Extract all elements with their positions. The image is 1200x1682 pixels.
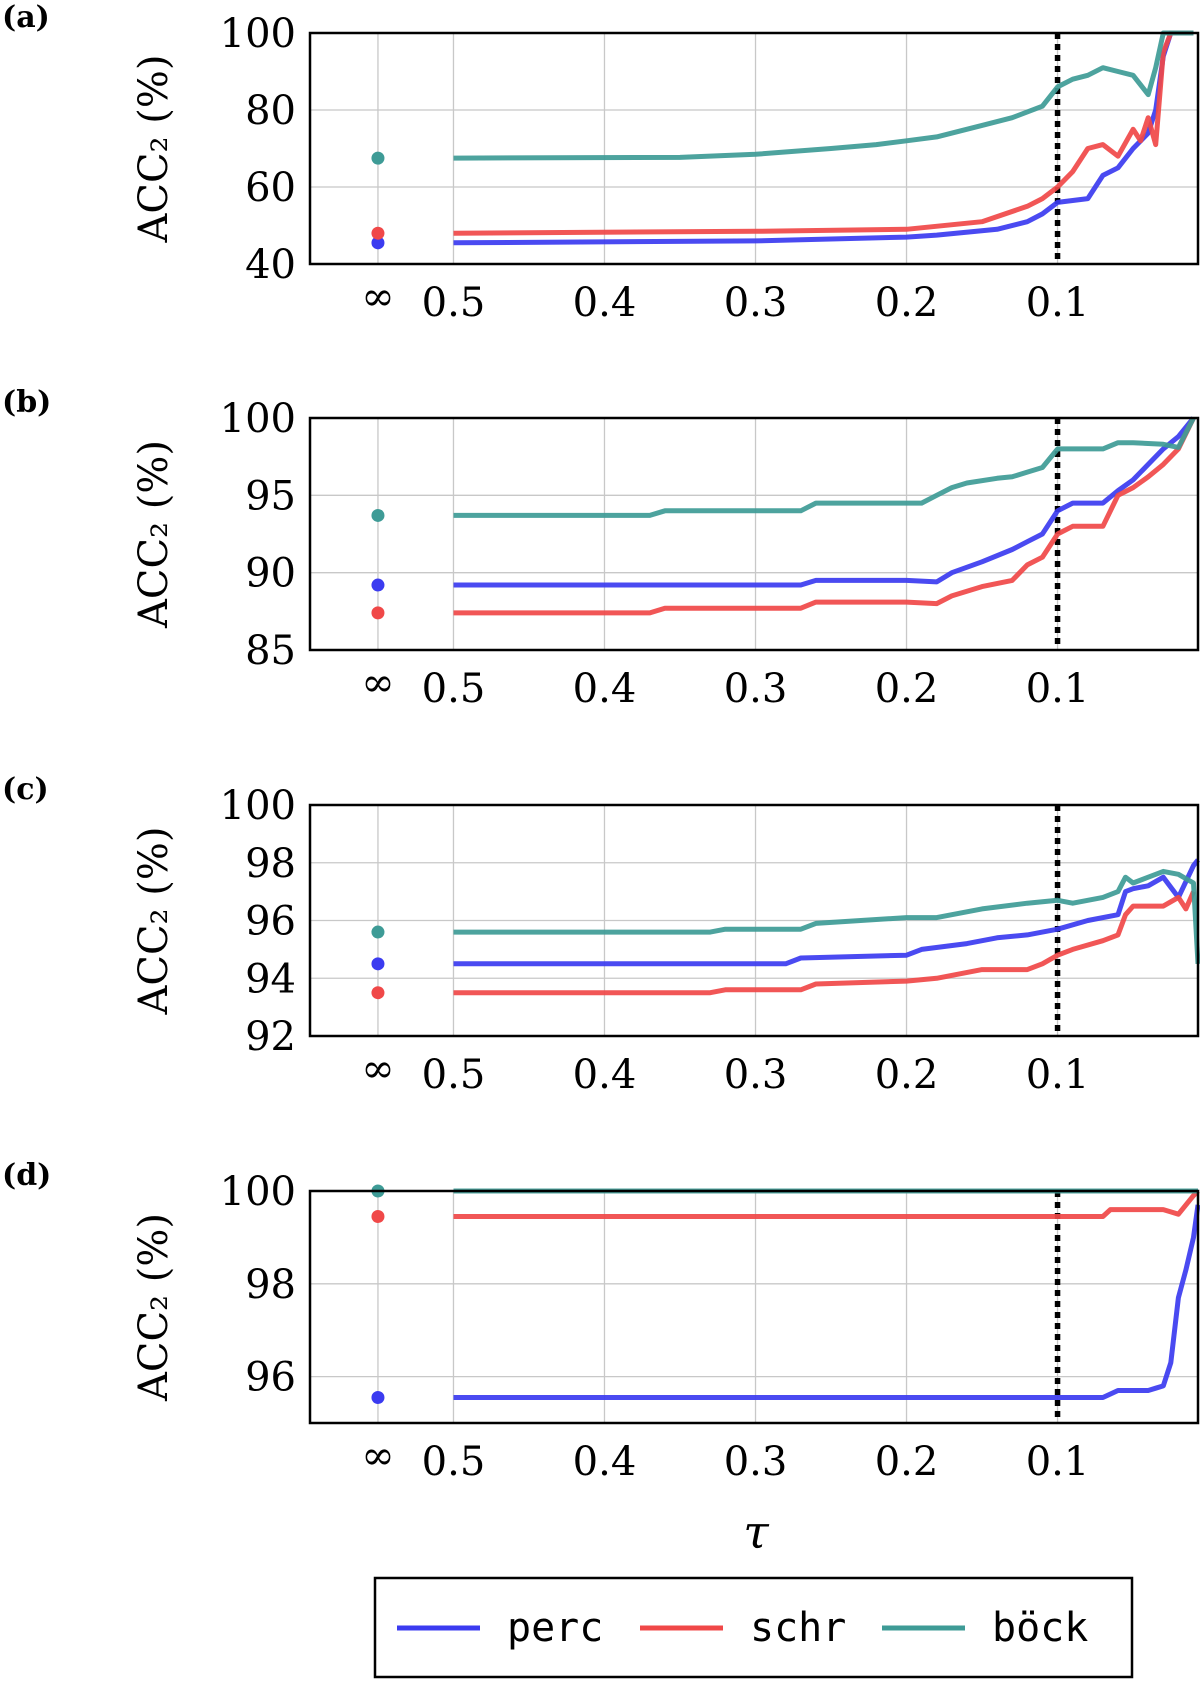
series-line-bock [453, 30, 1194, 161]
inf-marker-schr [371, 226, 385, 240]
x-tick-label: 0.3 [724, 280, 788, 326]
x-axis-label: τ [743, 1505, 770, 1559]
inf-marker-schr [371, 606, 385, 620]
y-axis-label: ACC₂ (%) [131, 1213, 177, 1402]
x-tick-label: 0.2 [875, 1052, 939, 1098]
x-tick-label: 0.1 [1026, 666, 1090, 712]
x-tick-label: 0.1 [1026, 280, 1090, 326]
axes-frame [308, 31, 1200, 266]
series-line-perc [453, 858, 1200, 967]
panel-2: 92 94 96 98 100 0.5 0.4 0.3 0.2 0.1 ∞ ACC₂ (%) (c) [2, 772, 1200, 1098]
x-tick-label: 0.4 [573, 1052, 637, 1098]
y-tick-label: 95 [245, 473, 296, 519]
series-line-schr [453, 890, 1196, 996]
y-tick-label: 85 [245, 628, 296, 674]
x-tick-label: 0.4 [573, 666, 637, 712]
x-tick-label: 0.3 [724, 1439, 788, 1485]
panel-label: (d) [2, 1158, 51, 1193]
y-tick-label: 40 [245, 242, 296, 288]
legend: perc schr böck [373, 1576, 1134, 1679]
panel-0: 40 60 80 100 0.5 0.4 0.3 0.2 0.1 ∞ ACC₂ (%) (a) [2, 0, 1200, 326]
panel-label: (a) [2, 0, 50, 35]
y-tick-label: 100 [220, 11, 296, 57]
y-tick-label: 100 [220, 783, 296, 829]
y-tick-label: 90 [245, 551, 296, 597]
y-axis-label: ACC₂ (%) [131, 440, 177, 629]
inf-marker-perc [371, 957, 385, 971]
x-tick-label: 0.2 [875, 1439, 939, 1485]
inf-tick-label: ∞ [361, 274, 394, 320]
x-tick-label: 0.5 [422, 280, 486, 326]
y-tick-label: 80 [245, 88, 296, 134]
inf-tick-label: ∞ [361, 1433, 394, 1479]
legend-label-bock: böck [992, 1605, 1088, 1651]
panel-label: (c) [2, 772, 49, 807]
x-tick-label: 0.2 [875, 666, 939, 712]
series-line-perc [453, 416, 1196, 588]
panel-3: 96 98 100 0.5 0.4 0.3 0.2 0.1 ∞ ACC₂ (%) (d) [2, 1158, 1200, 1485]
series-line-bock [453, 416, 1196, 518]
y-tick-label: 100 [220, 396, 296, 442]
series-line-perc [453, 1204, 1200, 1400]
inf-tick-label: ∞ [361, 660, 394, 706]
inf-marker-schr [371, 986, 385, 1000]
inf-marker-perc [371, 578, 385, 592]
series-line-bock [453, 868, 1200, 964]
panel-1: 85 90 95 100 0.5 0.4 0.3 0.2 0.1 ∞ ACC₂ (%) (b) [2, 385, 1200, 712]
series-line-perc [453, 30, 1194, 246]
series-line-schr [453, 416, 1196, 616]
x-tick-label: 0.2 [875, 280, 939, 326]
series-line-schr [453, 30, 1194, 236]
inf-marker-bock [371, 151, 385, 165]
axes-frame [308, 803, 1200, 1038]
x-tick-label: 0.3 [724, 1052, 788, 1098]
axes-frame [308, 1189, 1200, 1425]
y-tick-label: 96 [245, 1355, 296, 1401]
y-axis-label: ACC₂ (%) [131, 54, 177, 243]
panel-label: (b) [2, 385, 51, 420]
y-tick-label: 94 [245, 956, 296, 1002]
inf-tick-label: ∞ [361, 1046, 394, 1092]
inf-marker-bock [371, 925, 385, 939]
x-tick-label: 0.1 [1026, 1439, 1090, 1485]
legend-box [373, 1576, 1134, 1679]
x-tick-label: 0.4 [573, 280, 637, 326]
axes-frame [308, 416, 1200, 652]
x-tick-label: 0.3 [724, 666, 788, 712]
y-tick-label: 92 [245, 1014, 296, 1060]
legend-label-schr: schr [750, 1605, 846, 1651]
inf-marker-perc [371, 1390, 385, 1404]
series-line-schr [453, 1189, 1200, 1219]
y-tick-label: 60 [245, 165, 296, 211]
y-tick-label: 98 [245, 1262, 296, 1308]
y-tick-label: 100 [220, 1169, 296, 1215]
inf-marker-schr [371, 1210, 385, 1224]
inf-marker-bock [371, 508, 385, 522]
legend-label-perc: perc [507, 1605, 603, 1651]
x-tick-label: 0.4 [573, 1439, 637, 1485]
y-tick-label: 96 [245, 899, 296, 945]
x-tick-label: 0.5 [422, 666, 486, 712]
y-axis-label: ACC₂ (%) [131, 826, 177, 1015]
inf-marker-perc [371, 236, 385, 250]
x-tick-label: 0.5 [422, 1439, 486, 1485]
y-tick-label: 98 [245, 841, 296, 887]
x-tick-label: 0.5 [422, 1052, 486, 1098]
x-tick-label: 0.1 [1026, 1052, 1090, 1098]
